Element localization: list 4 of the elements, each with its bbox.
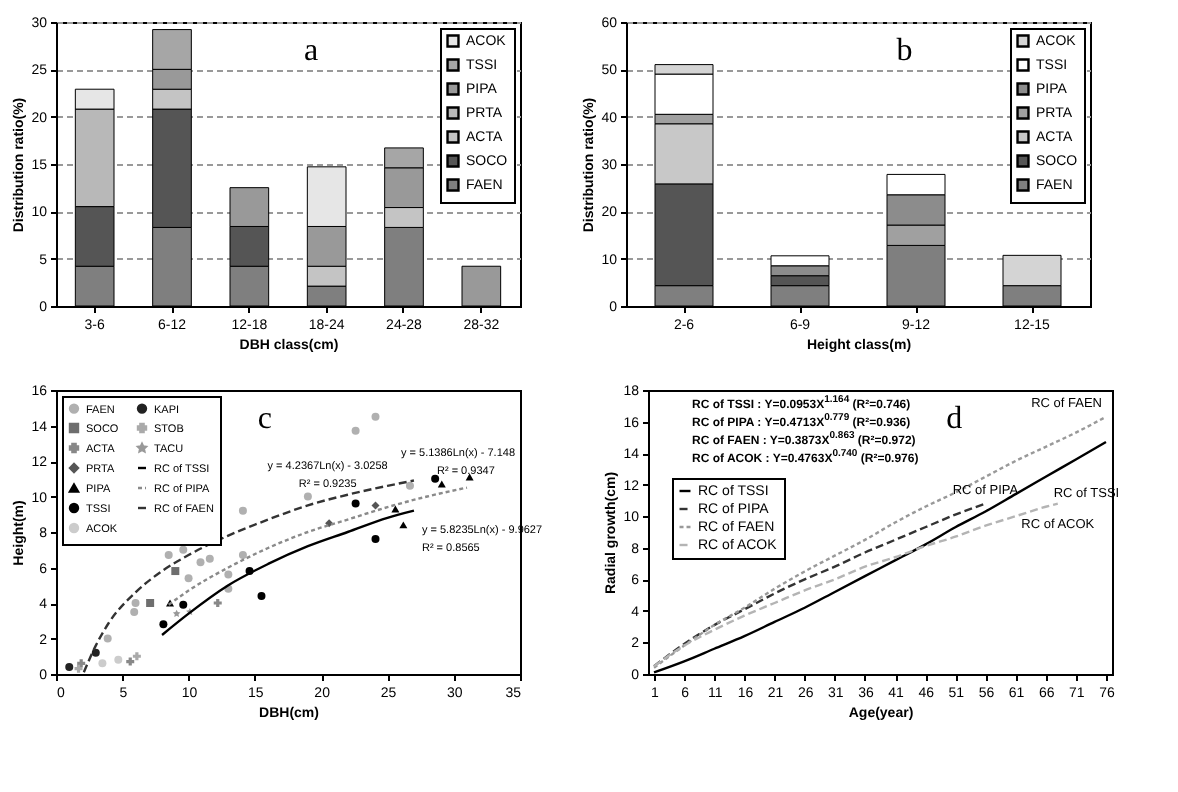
chart-title: d bbox=[946, 402, 963, 436]
chart-title: c bbox=[257, 402, 272, 436]
chart-title: b bbox=[896, 34, 913, 68]
chart-title: a bbox=[304, 34, 319, 68]
